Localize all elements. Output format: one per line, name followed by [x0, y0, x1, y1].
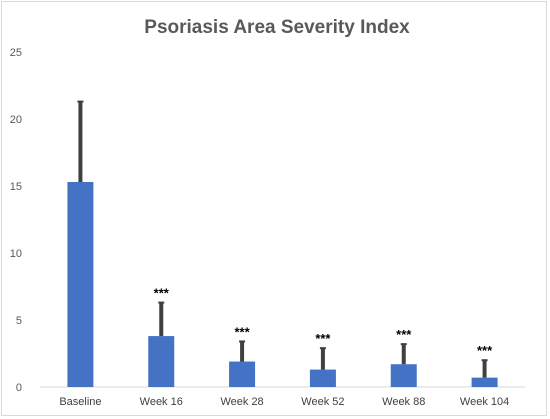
error-bar [239, 340, 246, 362]
y-tick-label: 25 [10, 47, 22, 59]
bar-week-52 [309, 369, 336, 387]
y-tick-label: 20 [10, 114, 22, 126]
chart-title: Psoriasis Area Severity Index [144, 17, 410, 38]
bar-baseline [67, 181, 94, 387]
y-tick-label: 0 [16, 382, 22, 394]
y-tick-label: 5 [16, 315, 22, 327]
error-bar [481, 359, 488, 378]
significance-label: *** [315, 331, 331, 346]
significance-labels: *** *** *** *** *** [154, 286, 493, 359]
significance-label: *** [396, 327, 412, 342]
bar-week-104 [471, 377, 498, 387]
significance-label: *** [477, 343, 493, 358]
significance-label: *** [154, 286, 170, 301]
bar-week-88 [390, 364, 417, 387]
error-bar [77, 100, 84, 182]
error-bar [319, 347, 326, 370]
bars-group [67, 181, 498, 387]
y-tick-label: 10 [10, 248, 22, 260]
bar-week-16 [148, 336, 175, 387]
y-tick-label: 15 [10, 181, 22, 193]
x-tick-label: Week 16 [140, 396, 183, 408]
x-tick-label: Week 52 [301, 396, 344, 408]
error-bar [158, 301, 165, 337]
x-tick-label: Week 104 [460, 396, 509, 408]
x-axis-categories: Baseline Week 16 Week 28 Week 52 Week 88 Week… [59, 396, 509, 408]
significance-label: *** [234, 324, 250, 339]
bar-week-28 [229, 361, 256, 387]
error-bar [400, 343, 407, 365]
x-tick-label: Week 28 [220, 396, 263, 408]
x-tick-label: Week 88 [382, 396, 425, 408]
y-axis-ticks: 0 5 10 15 20 25 [10, 47, 22, 394]
x-tick-label: Baseline [59, 396, 101, 408]
error-bars-group [77, 100, 488, 378]
